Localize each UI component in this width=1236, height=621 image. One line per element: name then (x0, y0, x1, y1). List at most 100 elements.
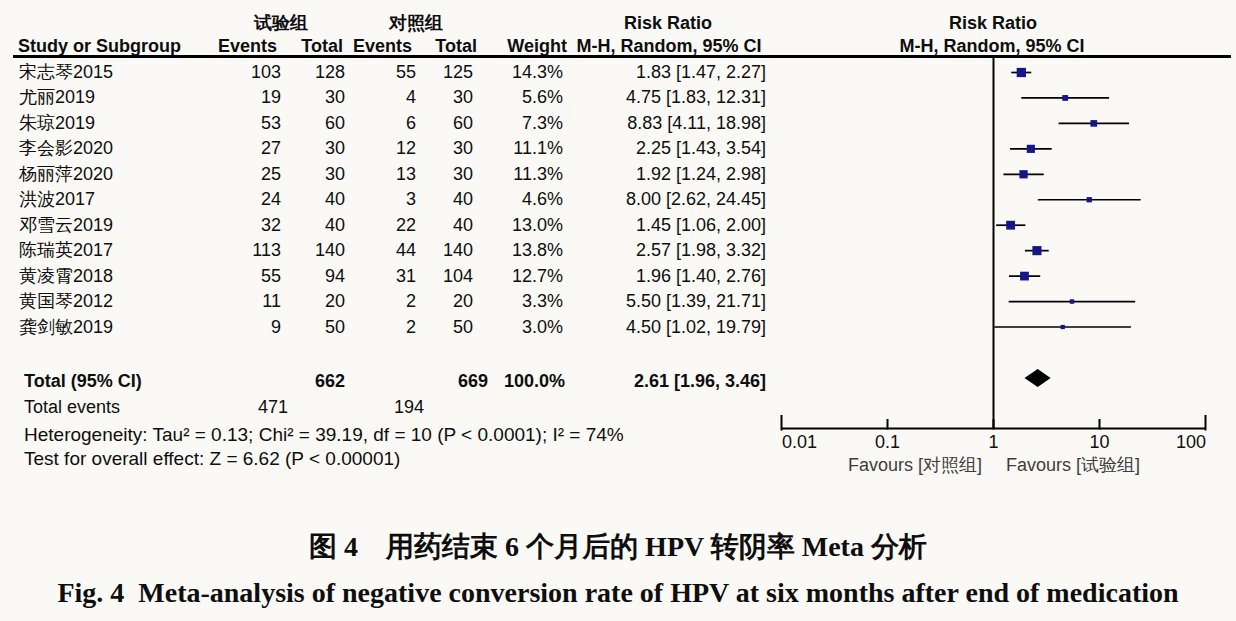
rr-ci: 2.57 [1.98, 3.32] (636, 238, 766, 263)
group-header-experimental: 试验组 (254, 13, 308, 33)
events-ctrl: 55 (396, 60, 416, 85)
total-exp: 30 (325, 85, 345, 110)
column-events-ctrl-header: Events (353, 36, 412, 56)
column-rr-ci-header: M-H, Random, 95% CI (576, 36, 761, 56)
caption-en: Fig. 4 Meta-analysis of negative convers… (0, 578, 1236, 608)
events-ctrl: 3 (406, 187, 416, 212)
favours-control-label: Favours [对照组] (848, 453, 982, 478)
total-exp: 50 (325, 315, 345, 340)
weight: 3.0% (522, 315, 563, 340)
study-name: 黄国琴2012 (19, 289, 113, 314)
rr-ci: 1.92 [1.24, 2.98] (636, 162, 766, 187)
events-exp: 25 (261, 162, 281, 187)
study-name: 朱琼2019 (19, 111, 95, 136)
column-total-ctrl-header: Total (435, 36, 477, 56)
total-exp: 94 (325, 264, 345, 289)
total-ctrl: 50 (453, 315, 473, 340)
total-ctrl: 40 (453, 187, 473, 212)
total-ctrl: 104 (443, 264, 473, 289)
overall-effect-text: Test for overall effect: Z = 6.62 (P < 0… (24, 446, 400, 471)
rr-ci: 1.96 [1.40, 2.76] (636, 264, 766, 289)
plot-rr-ci-header: M-H, Random, 95% CI (899, 36, 1084, 56)
events-ctrl: 2 (406, 289, 416, 314)
study-name: 邓雪云2019 (19, 213, 113, 238)
total-events-ctrl: 194 (394, 395, 424, 420)
column-events-exp-header: Events (218, 36, 277, 56)
events-ctrl: 6 (406, 111, 416, 136)
study-name: 黄凌霄2018 (19, 264, 113, 289)
events-exp: 55 (261, 264, 281, 289)
total-label: Total (95% CI) (24, 369, 142, 394)
rr-ci: 4.75 [1.83, 12.31] (626, 85, 766, 110)
total-events-label: Total events (24, 395, 120, 420)
total-ctrl: 20 (453, 289, 473, 314)
study-row: 尤丽201919304305.6%4.75 [1.83, 12.31] (0, 85, 1236, 110)
favours-experimental-label: Favours [试验组] (1006, 453, 1140, 478)
total-events-exp: 471 (258, 395, 288, 420)
study-row: 黄凌霄201855943110412.7%1.96 [1.40, 2.76] (0, 264, 1236, 289)
total-exp-sum: 662 (315, 369, 345, 394)
events-ctrl: 2 (406, 315, 416, 340)
events-exp: 53 (261, 111, 281, 136)
total-ctrl: 30 (453, 136, 473, 161)
axis-tick-label: 10 (1089, 430, 1109, 455)
header-rule (13, 55, 1231, 58)
events-ctrl: 44 (396, 238, 416, 263)
rr-ci: 1.83 [1.47, 2.27] (636, 60, 766, 85)
weight: 4.6% (522, 187, 563, 212)
events-exp: 103 (251, 60, 281, 85)
study-row: 龚剑敏20199502503.0%4.50 [1.02, 19.79] (0, 315, 1236, 340)
weight: 13.8% (512, 238, 563, 263)
weight: 11.3% (513, 162, 563, 187)
events-exp: 32 (261, 213, 281, 238)
total-exp: 40 (325, 187, 345, 212)
total-row: Total (95% CI)662669100.0%2.61 [1.96, 3.… (0, 369, 1236, 394)
weight: 7.3% (522, 111, 563, 136)
events-ctrl: 12 (396, 136, 416, 161)
total-ctrl: 125 (443, 60, 473, 85)
weight: 11.1% (513, 136, 563, 161)
events-exp: 113 (252, 238, 281, 263)
study-row: 邓雪云20193240224013.0%1.45 [1.06, 2.00] (0, 213, 1236, 238)
study-name: 宋志琴2015 (19, 60, 113, 85)
total-ctrl: 60 (453, 111, 473, 136)
rr-plot-title: Risk Ratio (949, 13, 1037, 33)
total-ctrl: 40 (453, 213, 473, 238)
study-row: 陈瑞英20171131404414013.8%2.57 [1.98, 3.32] (0, 238, 1236, 263)
study-row: 李会影20202730123011.1%2.25 [1.43, 3.54] (0, 136, 1236, 161)
events-exp: 27 (261, 136, 281, 161)
total-exp: 30 (325, 162, 345, 187)
total-rr-ci: 2.61 [1.96, 3.46] (634, 369, 766, 394)
caption-zh: 图 4 用药结束 6 个月后的 HPV 转阴率 Meta 分析 (0, 532, 1236, 562)
rr-ci: 8.00 [2.62, 24.45] (626, 187, 766, 212)
rr-ci: 1.45 [1.06, 2.00] (636, 213, 766, 238)
total-ctrl-sum: 669 (458, 369, 488, 394)
axis-tick-label: 0.01 (782, 430, 817, 455)
study-name: 尤丽2019 (19, 85, 95, 110)
study-row: 洪波201724403404.6%8.00 [2.62, 24.45] (0, 187, 1236, 212)
total-exp: 128 (315, 60, 345, 85)
study-name: 李会影2020 (19, 136, 113, 161)
total-exp: 60 (325, 111, 345, 136)
study-name: 陈瑞英2017 (19, 238, 113, 263)
study-row: 朱琼201953606607.3%8.83 [4.11, 18.98] (0, 111, 1236, 136)
weight: 3.3% (522, 289, 563, 314)
group-header-control: 对照组 (389, 13, 443, 33)
events-ctrl: 31 (396, 264, 416, 289)
study-row: 黄国琴201211202203.3%5.50 [1.39, 21.71] (0, 289, 1236, 314)
total-ctrl: 30 (453, 85, 473, 110)
total-exp: 140 (315, 238, 345, 263)
axis-tick-label: 100 (1176, 430, 1206, 455)
events-exp: 9 (271, 315, 281, 340)
heterogeneity-text: Heterogeneity: Tau² = 0.13; Chi² = 39.19… (24, 422, 624, 447)
rr-ci: 2.25 [1.43, 3.54] (636, 136, 766, 161)
events-exp: 19 (261, 85, 281, 110)
study-row: 宋志琴20151031285512514.3%1.83 [1.47, 2.27] (0, 60, 1236, 85)
weight: 13.0% (512, 213, 563, 238)
events-ctrl: 13 (396, 162, 416, 187)
events-ctrl: 22 (396, 213, 416, 238)
study-name: 杨丽萍2020 (19, 162, 113, 187)
column-weight-header: Weight (507, 36, 567, 56)
study-name: 龚剑敏2019 (19, 315, 113, 340)
axis-tick-label: 1 (988, 430, 998, 455)
